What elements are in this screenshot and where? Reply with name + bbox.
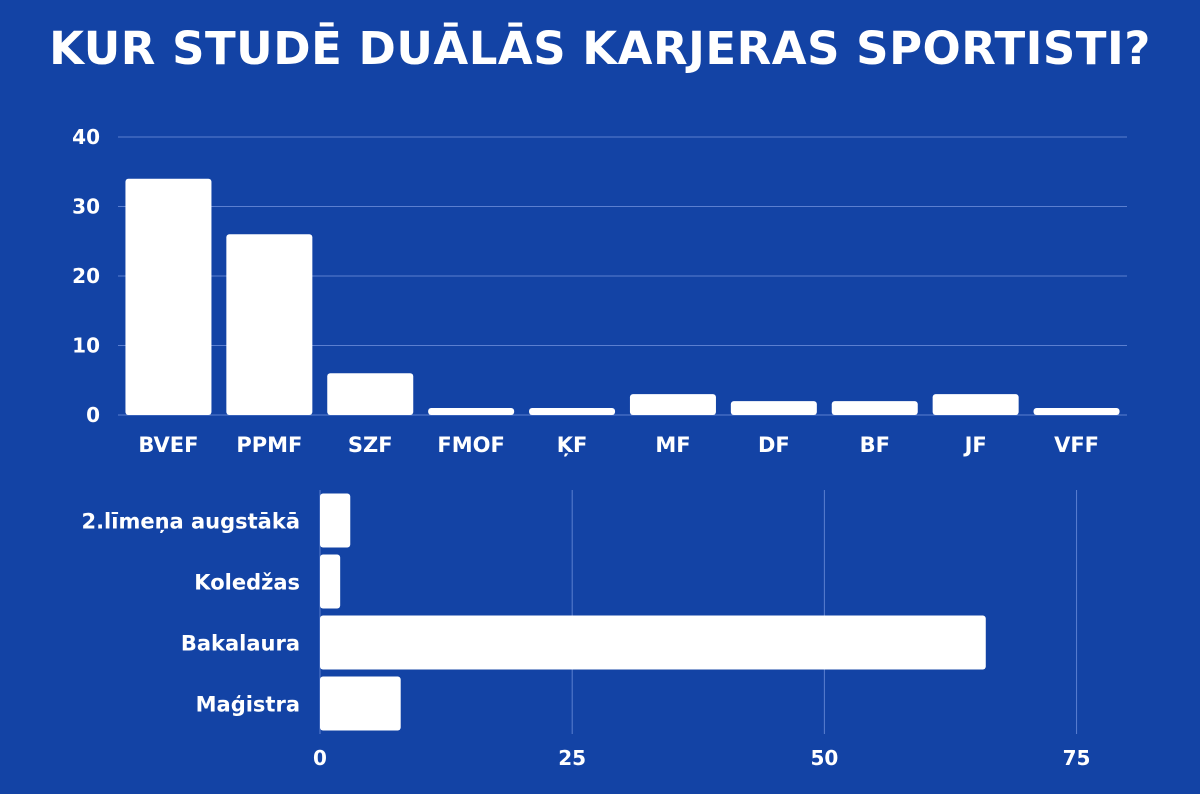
bar <box>529 408 616 415</box>
y-tick-label: 30 <box>72 195 100 219</box>
bar <box>125 178 212 415</box>
x-category-label: SZF <box>348 433 393 457</box>
bar <box>428 408 515 415</box>
x-category-label: BF <box>860 433 890 457</box>
bar <box>327 373 414 415</box>
bar <box>320 676 401 731</box>
bar <box>320 493 351 548</box>
y-category-label: 2.līmeņa augstākā <box>81 510 300 534</box>
y-category-label: Koledžas <box>194 571 300 595</box>
y-tick-label: 40 <box>72 125 100 149</box>
y-category-label: Bakalaura <box>181 632 300 656</box>
x-tick-label: 25 <box>558 746 586 770</box>
x-category-label: VFF <box>1054 433 1099 457</box>
y-tick-label: 10 <box>72 334 100 358</box>
x-tick-label: 50 <box>810 746 838 770</box>
x-tick-label: 75 <box>1063 746 1091 770</box>
bar <box>320 554 341 609</box>
bar <box>629 394 716 415</box>
x-category-label: FMOF <box>437 433 504 457</box>
x-tick-label: 0 <box>313 746 327 770</box>
chart-title: KUR STUDĒ DUĀLĀS KARJERAS SPORTISTI? <box>49 22 1151 75</box>
bar <box>932 394 1019 415</box>
x-category-label: PPMF <box>236 433 302 457</box>
bar <box>1033 408 1120 415</box>
x-category-label: DF <box>758 433 790 457</box>
x-category-label: MF <box>655 433 690 457</box>
bar <box>831 401 918 415</box>
x-category-label: ĶF <box>557 433 588 457</box>
x-category-label: JF <box>963 433 987 457</box>
y-tick-label: 0 <box>86 403 100 427</box>
bar <box>226 234 313 415</box>
bar <box>730 401 817 415</box>
x-category-label: BVEF <box>138 433 198 457</box>
y-category-label: Maģistra <box>196 693 300 717</box>
bar <box>320 615 986 670</box>
y-tick-label: 20 <box>72 264 100 288</box>
